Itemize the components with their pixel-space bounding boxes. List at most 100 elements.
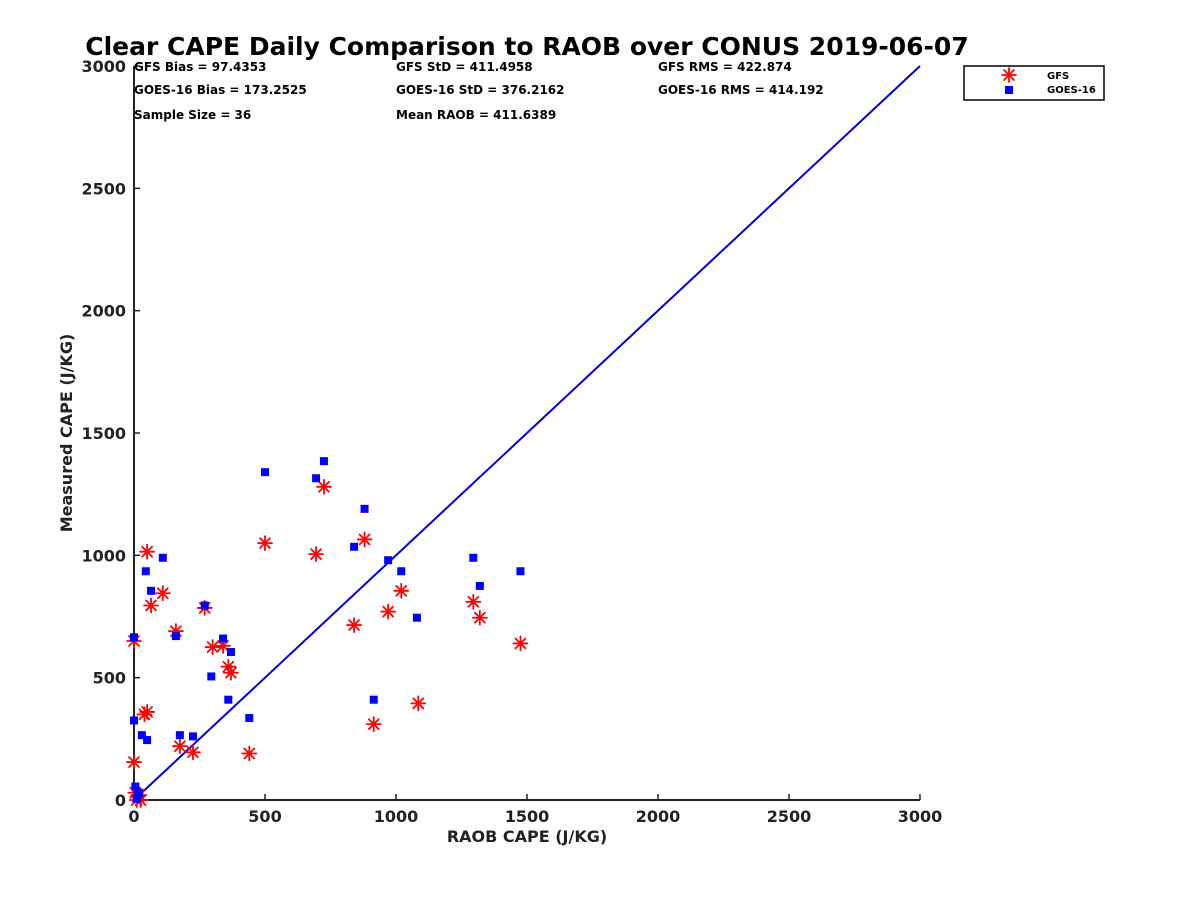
gfs-point — [204, 639, 221, 655]
stat-text: GFS RMS = 422.874 — [658, 60, 792, 74]
asterisk-stroke — [128, 756, 140, 768]
goes16-point — [158, 553, 167, 562]
gfs-point — [380, 603, 397, 620]
asterisk-stroke — [514, 637, 527, 650]
goes16-point — [469, 553, 478, 562]
goes16-point — [137, 731, 146, 740]
gfs-point — [316, 478, 332, 495]
gfs-point — [215, 637, 231, 654]
gfs-point — [365, 716, 382, 733]
gfs-point — [308, 546, 324, 563]
legend-goes16-marker — [1005, 86, 1013, 94]
asterisk-stroke — [187, 746, 199, 759]
legend-box — [963, 65, 1105, 101]
goes16-point — [384, 556, 393, 565]
one-to-one-line — [133, 65, 921, 801]
gfs-point — [223, 664, 239, 681]
y-axis-label: Measured CAPE (J/KG) — [57, 334, 76, 533]
plot-axes: 0 500 1000 1500 2000 2500 3000 0 500 1000 1500 2000… — [81, 57, 942, 826]
asterisk-stroke — [243, 747, 256, 760]
reference-line-layer — [133, 65, 921, 801]
asterisk-stroke — [310, 548, 322, 560]
gfs-point — [346, 617, 362, 633]
asterisk-stroke — [382, 605, 394, 618]
asterisk-stroke — [367, 718, 380, 731]
x-tick-label: 1500 — [505, 807, 550, 826]
x-tick-label: 500 — [248, 807, 281, 826]
goes16-point — [143, 736, 152, 745]
asterisk-stroke — [222, 660, 235, 673]
goes16-point — [141, 567, 150, 576]
asterisk-stroke — [467, 595, 480, 608]
gfs-point — [185, 744, 201, 761]
goes16-point — [188, 732, 197, 741]
asterisk-stroke — [156, 587, 169, 600]
gfs-point — [154, 585, 171, 602]
gfs-point — [171, 738, 188, 755]
stat-text: GOES-16 StD = 376.2162 — [396, 83, 565, 97]
chart-legend: GFS GOES-16 — [963, 65, 1105, 101]
gfs-point — [512, 635, 529, 652]
gfs-point — [410, 695, 427, 712]
stat-text: GFS Bias = 97.4353 — [134, 60, 266, 74]
x-tick-label: 0 — [128, 807, 139, 826]
x-tick-label: 3000 — [898, 807, 943, 826]
goes16-point — [397, 567, 406, 576]
asterisk-stroke — [395, 584, 408, 597]
asterisk-stroke — [206, 641, 219, 653]
goes16-point — [360, 504, 369, 513]
asterisk-stroke — [141, 545, 153, 558]
asterisk-stroke — [217, 640, 229, 652]
gfs-point — [471, 609, 488, 626]
data-points-layer — [126, 457, 529, 808]
gfs-point — [393, 582, 410, 599]
goes16-point — [207, 672, 216, 681]
goes16-point — [245, 714, 254, 723]
legend-gfs-label: GFS — [1047, 71, 1069, 82]
statistics-text-block: GFS Bias = 97.4353 GFS StD = 411.4958 GFS … — [134, 60, 824, 122]
y-tick-label: 2500 — [81, 179, 126, 198]
goes16-point — [312, 474, 321, 483]
goes16-point — [475, 581, 484, 590]
goes16-point — [200, 601, 209, 610]
goes16-point — [350, 542, 359, 551]
gfs-point — [139, 704, 156, 720]
goes16-point — [319, 457, 328, 466]
goes16-point — [516, 567, 525, 576]
goes16-point — [131, 782, 140, 791]
goes16-point — [226, 647, 235, 656]
y-tick-label: 3000 — [81, 57, 126, 76]
stat-text: Sample Size = 36 — [134, 108, 251, 122]
asterisk-stroke — [145, 599, 157, 612]
x-axis-label: RAOB CAPE (J/KG) — [447, 827, 607, 846]
gfs-point — [126, 754, 142, 770]
goes16-point — [261, 468, 269, 477]
goes16-point — [147, 586, 156, 595]
asterisk-stroke — [358, 533, 371, 546]
gfs-point — [143, 597, 159, 614]
y-tick-label: 0 — [115, 791, 126, 810]
x-tick-label: 2000 — [636, 807, 681, 826]
asterisk-stroke — [318, 480, 330, 493]
asterisk-stroke — [348, 619, 360, 631]
y-tick-label: 1500 — [81, 424, 126, 443]
x-tick-label: 2500 — [767, 807, 812, 826]
asterisk-stroke — [174, 740, 186, 753]
y-tick-label: 2000 — [81, 302, 126, 321]
asterisk-stroke — [225, 666, 237, 679]
stat-text: GOES-16 RMS = 414.192 — [658, 83, 824, 97]
goes16-point — [130, 716, 138, 725]
goes16-point — [412, 613, 421, 622]
gfs-point — [356, 531, 373, 548]
goes16-point — [135, 788, 144, 797]
gfs-point — [257, 535, 273, 551]
asterisk-stroke — [1003, 69, 1015, 81]
stat-text: GOES-16 Bias = 173.2525 — [134, 83, 307, 97]
goes16-point — [171, 632, 180, 641]
goes16-point — [224, 695, 233, 704]
goes16-point — [219, 634, 228, 643]
stat-text: GFS StD = 411.4958 — [396, 60, 533, 74]
asterisk-stroke — [259, 537, 271, 549]
